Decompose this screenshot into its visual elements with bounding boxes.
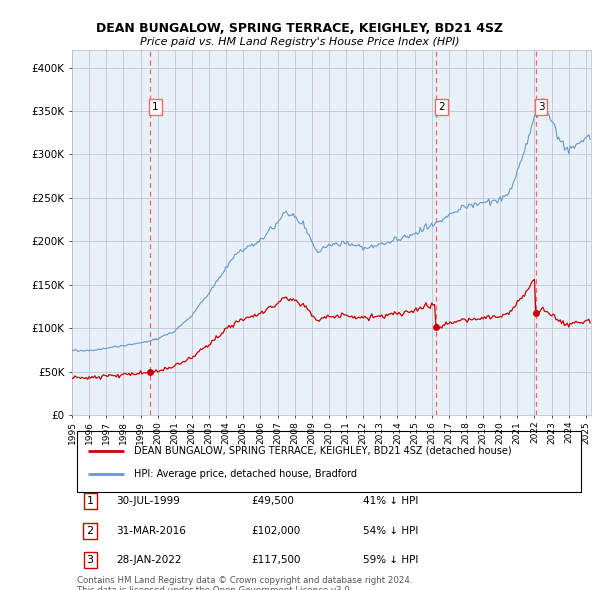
Text: Contains HM Land Registry data © Crown copyright and database right 2024.
This d: Contains HM Land Registry data © Crown c… (77, 576, 413, 590)
Text: 1: 1 (152, 101, 159, 112)
Text: 3: 3 (538, 101, 544, 112)
Text: 41% ↓ HPI: 41% ↓ HPI (362, 496, 418, 506)
Text: 30-JUL-1999: 30-JUL-1999 (116, 496, 180, 506)
Text: £117,500: £117,500 (251, 555, 301, 565)
Text: £49,500: £49,500 (251, 496, 294, 506)
Text: Price paid vs. HM Land Registry's House Price Index (HPI): Price paid vs. HM Land Registry's House … (140, 37, 460, 47)
Text: 54% ↓ HPI: 54% ↓ HPI (362, 526, 418, 536)
Text: 3: 3 (86, 555, 94, 565)
Text: 59% ↓ HPI: 59% ↓ HPI (362, 555, 418, 565)
Text: £102,000: £102,000 (251, 526, 301, 536)
Text: 2: 2 (438, 101, 445, 112)
Text: 2: 2 (86, 526, 94, 536)
Text: HPI: Average price, detached house, Bradford: HPI: Average price, detached house, Brad… (134, 470, 357, 479)
Text: 28-JAN-2022: 28-JAN-2022 (116, 555, 182, 565)
Text: DEAN BUNGALOW, SPRING TERRACE, KEIGHLEY, BD21 4SZ (detached house): DEAN BUNGALOW, SPRING TERRACE, KEIGHLEY,… (134, 445, 512, 455)
Text: 1: 1 (86, 496, 94, 506)
Text: 31-MAR-2016: 31-MAR-2016 (116, 526, 186, 536)
Text: DEAN BUNGALOW, SPRING TERRACE, KEIGHLEY, BD21 4SZ: DEAN BUNGALOW, SPRING TERRACE, KEIGHLEY,… (97, 22, 503, 35)
